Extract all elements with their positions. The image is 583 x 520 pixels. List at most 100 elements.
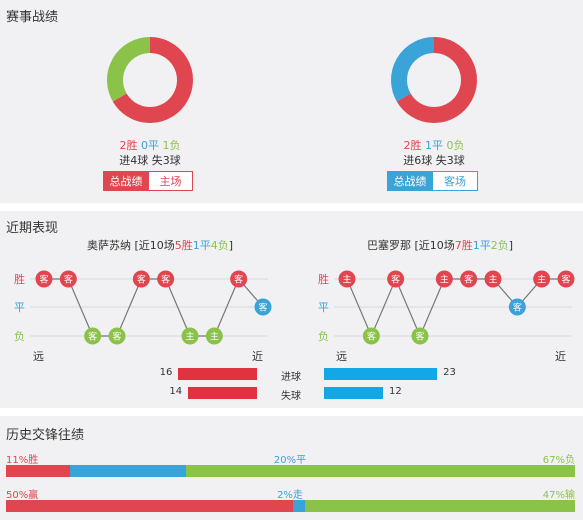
- left-donut-loss-slice: [107, 37, 151, 102]
- left-axis-loss: 负: [14, 330, 25, 343]
- left-loss-count: 1负: [162, 139, 181, 152]
- left-form-line: [44, 277, 264, 337]
- left-scored-bar: [178, 368, 257, 380]
- right-record-summary: 2胜 1平 0负: [344, 137, 524, 153]
- left-axis-far: 远: [33, 350, 44, 363]
- left-match-venue-label: 客: [64, 274, 73, 286]
- right-match-marker[interactable]: [533, 270, 551, 288]
- right-record-donut: [391, 37, 477, 123]
- h2h-result-bar: [6, 465, 575, 477]
- left-win-count: 2胜: [119, 139, 138, 152]
- right-match-marker[interactable]: [411, 327, 429, 345]
- left-record-donut: [107, 37, 193, 123]
- left-match-marker[interactable]: [108, 327, 126, 345]
- right-match-marker[interactable]: [338, 270, 356, 288]
- right-match-venue-label: 客: [513, 302, 522, 314]
- right-loss-count: 0负: [446, 139, 465, 152]
- left-record-summary: 2胜 0平 1负: [60, 137, 240, 153]
- right-axis-draw: 平: [318, 301, 329, 314]
- right-team-name: 巴塞罗那: [366, 239, 411, 252]
- left-match-marker[interactable]: [205, 327, 223, 345]
- left-draw-count: 0平: [141, 139, 159, 152]
- h2h-cover-win-pct: 50%赢: [6, 490, 39, 501]
- right-tab-away[interactable]: 客场: [432, 171, 478, 191]
- right-match-marker[interactable]: [484, 270, 502, 288]
- left-match-venue-label: 客: [88, 331, 97, 343]
- right-form-draws: 1平: [472, 239, 491, 252]
- h2h-win-pct: 11%胜: [6, 455, 39, 466]
- left-conceded-bar: [188, 387, 257, 399]
- h2h-result-segment-a: [6, 465, 70, 477]
- h2h-handicap-bar: [6, 500, 575, 512]
- right-donut-draw-slice: [391, 37, 435, 102]
- right-match-marker[interactable]: [387, 270, 405, 288]
- right-axis-near: 近: [555, 350, 566, 363]
- left-match-marker[interactable]: [181, 327, 199, 345]
- right-form-wins: 7胜: [454, 239, 473, 252]
- left-axis-near: 近: [252, 350, 263, 363]
- h2h-draw-pct: 20%平: [273, 455, 307, 466]
- right-team-form-header: 巴塞罗那 [近10场7胜1平2负]: [320, 237, 560, 253]
- left-match-venue-label: 主: [185, 331, 194, 343]
- left-match-marker[interactable]: [230, 270, 248, 288]
- left-form-prefix: [近10场: [134, 239, 175, 252]
- left-match-marker[interactable]: [132, 270, 150, 288]
- goals-conceded-label: 失球: [281, 391, 301, 402]
- right-match-venue-label: 客: [464, 274, 473, 286]
- right-scored-bar: [324, 368, 438, 380]
- form-charts: 客客客 客客 客主 主客客 主客客客主客主客主客: [30, 270, 575, 345]
- left-scored-value: 16: [159, 367, 173, 378]
- right-match-marker[interactable]: [460, 270, 478, 288]
- right-win-count: 2胜: [403, 139, 422, 152]
- left-donut-win-slice: [112, 37, 193, 123]
- left-tab-overall[interactable]: 总战绩: [103, 171, 149, 191]
- right-tab-overall[interactable]: 总战绩: [387, 171, 433, 191]
- h2h-result-segment-c: [185, 465, 575, 477]
- left-form-wins: 5胜: [174, 239, 193, 252]
- left-tab-home[interactable]: 主场: [148, 171, 193, 191]
- left-match-marker[interactable]: [254, 298, 272, 316]
- right-axis-win: 胜: [318, 273, 329, 286]
- left-goals-summary: 进4球 失3球: [119, 154, 181, 167]
- left-axis-draw: 平: [14, 301, 25, 314]
- left-match-marker[interactable]: [157, 270, 175, 288]
- right-draw-count: 1平: [425, 139, 443, 152]
- left-form-draws: 1平: [192, 239, 211, 252]
- right-axis-loss: 负: [318, 330, 329, 343]
- right-goals-summary: 进6球 失3球: [403, 154, 465, 167]
- recent-form-panel: 近期表现 奥萨苏纳 [近10场5胜1平4负] 巴塞罗那 [近10场7胜1平2负]…: [0, 211, 583, 408]
- left-match-venue-label: 客: [234, 274, 243, 286]
- left-match-marker[interactable]: [59, 270, 77, 288]
- right-form-prefix: [近10场: [414, 239, 455, 252]
- right-match-marker[interactable]: [362, 327, 380, 345]
- right-match-venue-label: 主: [342, 274, 351, 286]
- recent-form-title: 近期表现: [6, 221, 59, 236]
- right-match-marker[interactable]: [557, 270, 575, 288]
- left-match-marker[interactable]: [84, 327, 102, 345]
- right-axis-far: 远: [336, 350, 347, 363]
- right-match-venue-label: 客: [367, 331, 376, 343]
- h2h-handicap-segment-a: [6, 500, 294, 512]
- season-record-title: 赛事战绩: [6, 10, 59, 25]
- h2h-result-segment-b: [69, 465, 186, 477]
- left-match-venue-label: 客: [258, 302, 267, 314]
- right-conceded-value: 12: [389, 386, 402, 397]
- season-record-panel: 赛事战绩 2胜 0平 1负 进4球 失3球 总战绩 主场 2胜 1平 0负 进6…: [0, 0, 583, 203]
- left-match-venue-label: 客: [39, 274, 48, 286]
- right-conceded-bar: [324, 387, 383, 399]
- right-match-venue-label: 主: [488, 274, 497, 286]
- right-match-marker[interactable]: [435, 270, 453, 288]
- h2h-loss-pct: 67%负: [542, 455, 575, 466]
- right-donut-win-slice: [396, 37, 477, 123]
- h2h-handicap-segment-c: [304, 500, 575, 512]
- right-form-losses: 2负: [490, 239, 509, 252]
- head-to-head-panel: 历史交锋往绩 11%胜 20%平 67%负 50%赢 2%走 47%输: [0, 416, 583, 520]
- right-match-venue-label: 主: [440, 274, 449, 286]
- right-match-venue-label: 客: [391, 274, 400, 286]
- goals-scored-label: 进球: [281, 372, 301, 383]
- h2h-handicap-segment-b: [293, 500, 305, 512]
- right-form-line: [346, 277, 566, 338]
- h2h-cover-loss-pct: 47%输: [542, 490, 575, 501]
- right-match-marker[interactable]: [508, 298, 526, 316]
- left-match-marker[interactable]: [35, 270, 53, 288]
